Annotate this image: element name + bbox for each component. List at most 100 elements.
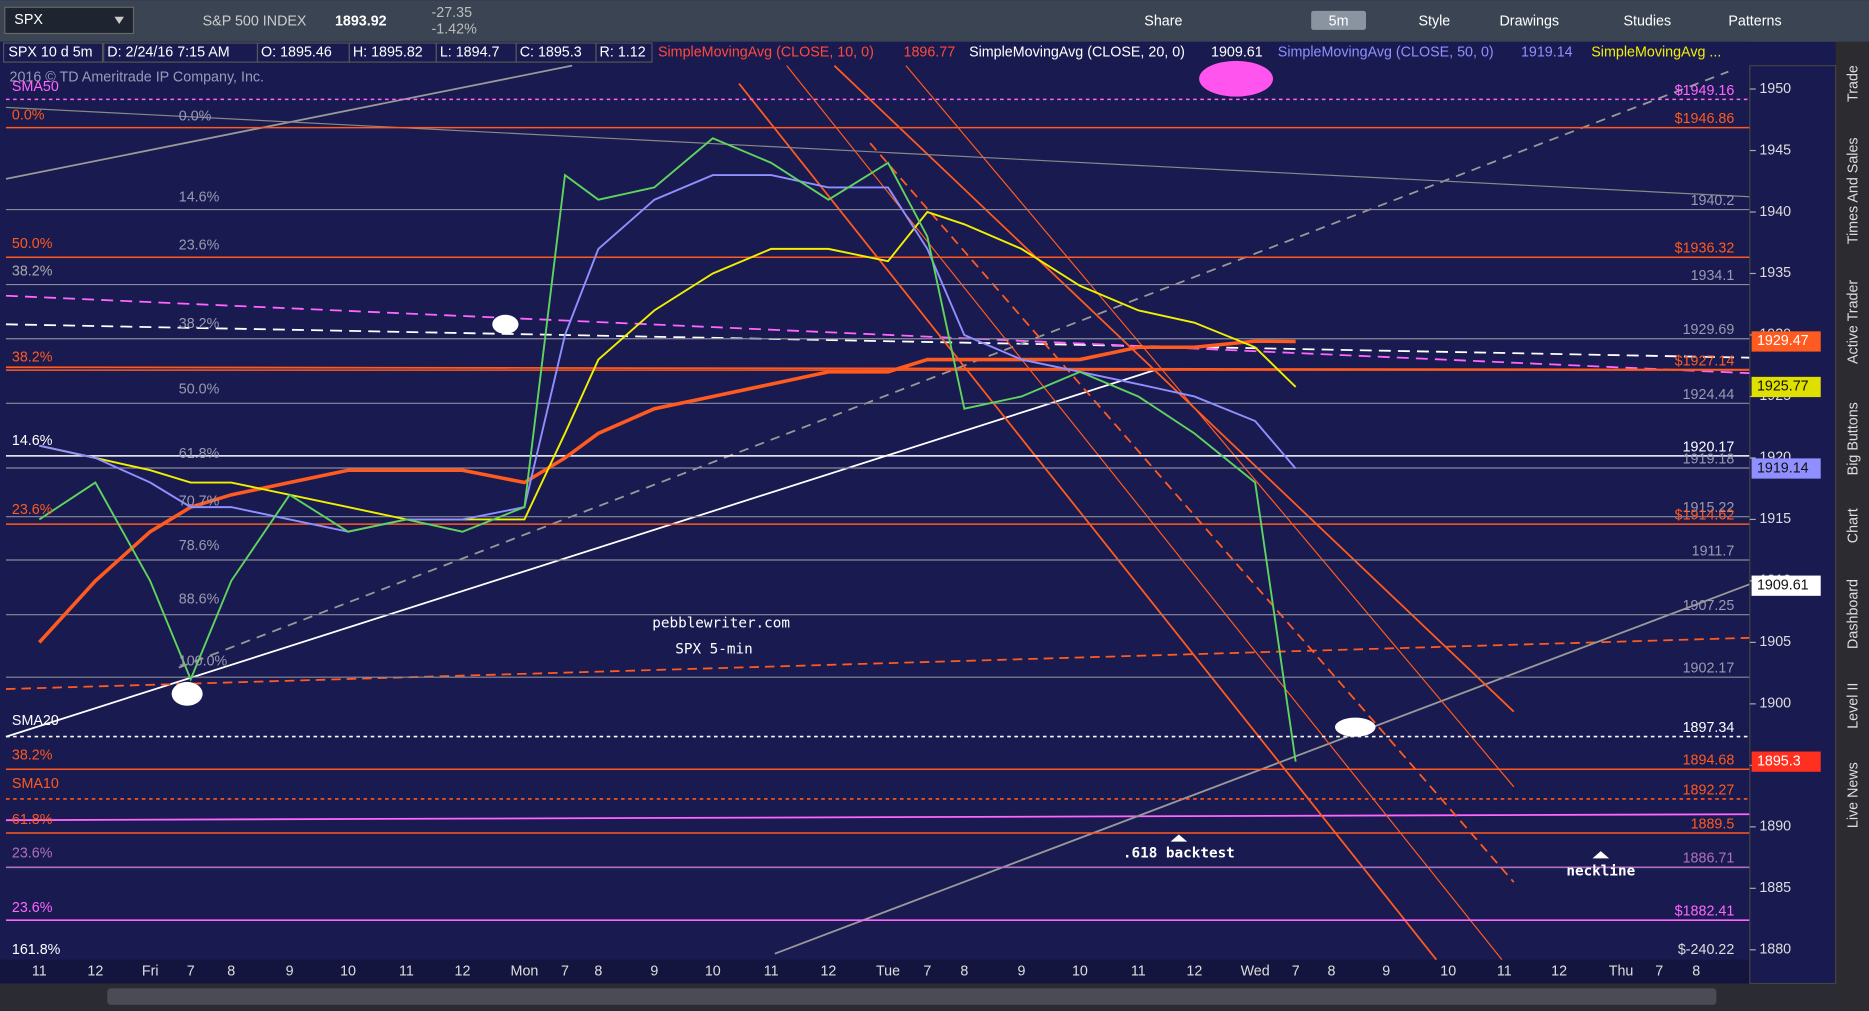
price-tag	[1751, 376, 1821, 398]
sidebar-tab[interactable]: Trade	[1845, 65, 1861, 102]
x-tick-label: 9	[650, 963, 658, 979]
fib-label: 61.8%	[12, 812, 53, 828]
toolbar-button[interactable]: Drawings	[1499, 13, 1559, 29]
sidebar	[1835, 41, 1869, 1011]
header-field: O: 1895.46	[261, 44, 332, 60]
x-tick-label: Tue	[876, 963, 900, 979]
level-label: 1886.71	[1683, 851, 1735, 867]
fib-label: 100.0%	[179, 653, 228, 669]
highlight-oval	[171, 681, 203, 706]
y-tick-label: 1945	[1759, 142, 1791, 158]
y-tick-label: 1935	[1759, 265, 1791, 281]
level-label: 1924.44	[1683, 387, 1735, 403]
fib-label: 14.6%	[179, 190, 220, 206]
annotation: .618 backtest	[1123, 846, 1235, 862]
level-label: 1892.27	[1683, 782, 1735, 798]
price-tag	[1751, 751, 1821, 772]
time-axis	[0, 959, 1750, 984]
level-label: 1902.17	[1683, 661, 1735, 677]
x-tick-label: 12	[455, 963, 471, 979]
price-tag-label: 1909.61	[1757, 577, 1809, 593]
legend-row	[0, 41, 1750, 64]
fib-label: 23.6%	[179, 237, 220, 253]
channel	[869, 142, 1515, 883]
sidebar-tab[interactable]: Big Buttons	[1845, 402, 1861, 475]
x-tick-label: 8	[227, 963, 235, 979]
sidebar-tab[interactable]: Chart	[1845, 508, 1861, 543]
scroll-thumb[interactable]	[107, 988, 1717, 1005]
level-label: 1907.25	[1683, 598, 1735, 614]
highlight-oval	[1199, 60, 1274, 97]
fib-label: 70.7%	[179, 494, 220, 510]
level-label: 1919.18	[1683, 451, 1735, 467]
header-field: R: 1.12	[600, 44, 646, 60]
fib-label: 38.2%	[12, 349, 53, 365]
y-tick-label: 1900	[1759, 696, 1791, 712]
sidebar-tab[interactable]: Active Trader	[1845, 280, 1861, 364]
study-name: SimpleMovingAvg (CLOSE, 50, 0)	[1278, 44, 1494, 60]
x-tick-label: 11	[1497, 963, 1512, 979]
button-bg[interactable]	[1311, 10, 1366, 30]
x-tick-label: 9	[1018, 963, 1026, 979]
x-tick-label: 12	[820, 963, 836, 979]
sidebar-tab[interactable]: Times And Sales	[1845, 137, 1861, 244]
study-name: SimpleMovingAvg (CLOSE, 10, 0)	[658, 44, 874, 60]
sidebar-tab[interactable]: Level II	[1845, 683, 1861, 729]
fib-label: SMA20	[12, 713, 59, 729]
x-tick-label: 10	[1072, 963, 1088, 979]
trendline	[5, 368, 1157, 738]
x-tick-label: 7	[1292, 963, 1300, 979]
fib-label: 23.6%	[12, 900, 53, 916]
y-tick-label: 1885	[1759, 880, 1791, 896]
fib-label: 161.8%	[12, 942, 61, 958]
x-tick-label: 7	[187, 963, 195, 979]
level-label: $1882.41	[1675, 904, 1735, 920]
toolbar-button[interactable]: Share	[1144, 13, 1182, 29]
channel	[738, 82, 1438, 961]
x-tick-label: 8	[1327, 963, 1335, 979]
level-label: $1914.62	[1675, 508, 1735, 524]
y-tick-label: 1905	[1759, 634, 1791, 650]
drawings	[5, 60, 1751, 961]
y-tick-label: 1880	[1759, 942, 1791, 958]
annotation: SPX 5-min	[675, 642, 752, 658]
level-label: $1936.32	[1675, 241, 1735, 257]
price-tag	[1751, 331, 1821, 352]
x-tick-label: 9	[1382, 963, 1390, 979]
level-label: 1897.34	[1683, 720, 1735, 736]
sidebar-tab[interactable]: Live News	[1845, 762, 1861, 828]
trendline	[5, 106, 1750, 198]
description: S&P 500 INDEX	[203, 13, 307, 29]
fib-label: 38.2%	[12, 748, 53, 764]
fib-label: 14.6%	[12, 433, 53, 449]
sidebar-tab[interactable]: Dashboard	[1845, 579, 1861, 649]
fib-label: 23.6%	[12, 845, 53, 861]
x-tick-label: 8	[594, 963, 602, 979]
series-line	[38, 137, 1297, 762]
level-label: $1946.86	[1675, 111, 1735, 127]
x-tick-label: 7	[561, 963, 569, 979]
toolbar-button[interactable]: Patterns	[1728, 13, 1781, 29]
fib-label: 23.6%	[12, 502, 53, 518]
y-tick-label: 1950	[1759, 81, 1791, 97]
symbol-box[interactable]	[4, 6, 135, 35]
price-tag-label: 1895.3	[1757, 753, 1801, 769]
x-tick-label: 10	[705, 963, 721, 979]
fib-label: 0.0%	[179, 109, 212, 125]
level-label: 1911.7	[1692, 543, 1735, 559]
last-price: 1893.92	[335, 13, 387, 29]
level-label: 1889.5	[1691, 816, 1735, 832]
y-tick-label: 1890	[1759, 819, 1791, 835]
x-tick-label: 11	[764, 963, 779, 979]
header-field: C: 1895.3	[520, 44, 582, 60]
toolbar-button[interactable]: 5m	[1329, 13, 1349, 29]
x-tick-label: 12	[1551, 963, 1567, 979]
price-tag-label: 1919.14	[1757, 460, 1809, 476]
fib-label: 50.0%	[12, 236, 53, 252]
toolbar-button[interactable]: Studies	[1623, 13, 1671, 29]
study-value: 1909.61	[1211, 44, 1263, 60]
toolbar-button[interactable]: Style	[1418, 13, 1450, 29]
